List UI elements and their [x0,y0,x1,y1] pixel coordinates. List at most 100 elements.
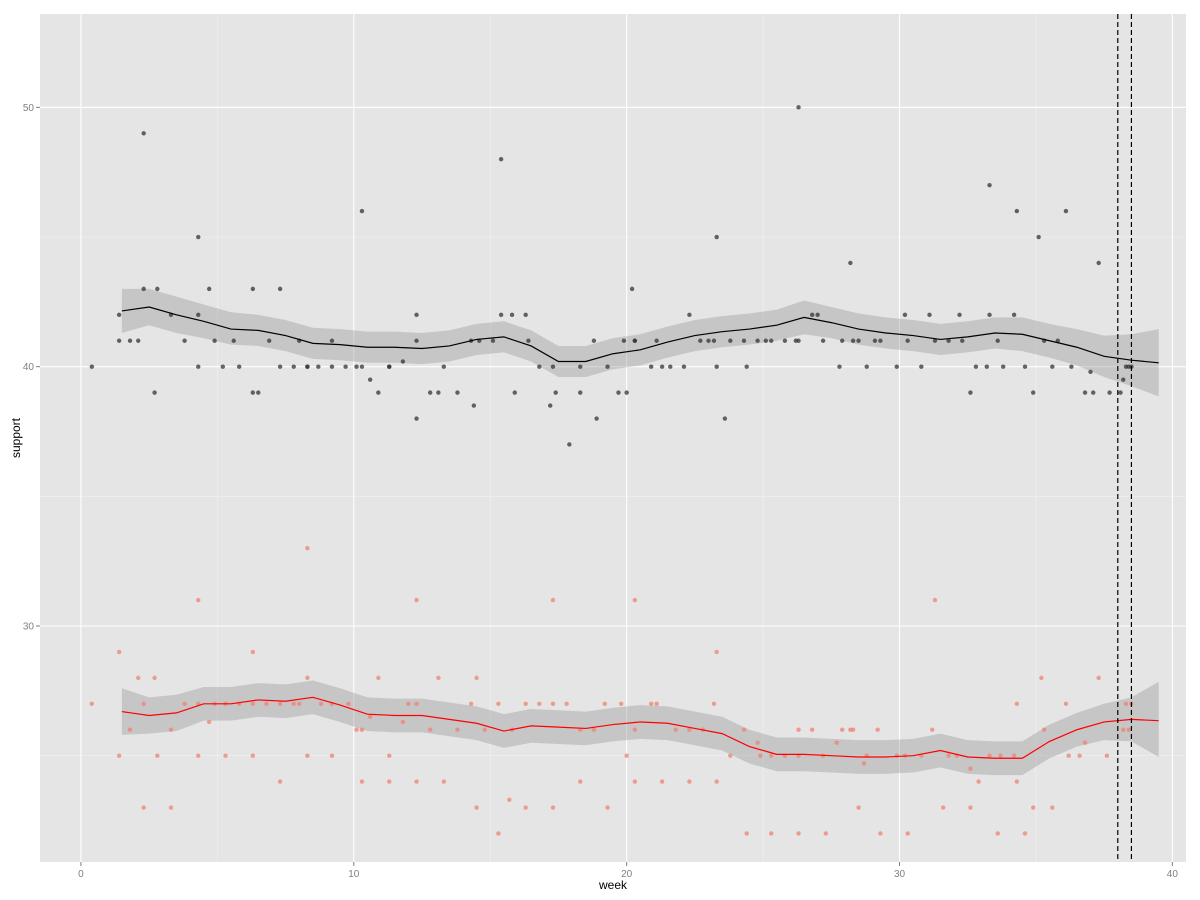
data-point-2 [673,727,678,732]
data-point-1 [1107,390,1112,395]
data-point-1 [744,364,749,369]
data-point-1 [329,338,335,343]
data-point-1 [872,338,878,343]
data-point-1 [182,338,187,343]
data-point-1 [957,312,962,318]
data-point-2 [523,701,528,707]
data-point-2 [359,727,365,732]
data-point-2 [507,797,512,802]
data-point-2 [654,701,659,707]
data-point-2 [946,753,951,758]
plot-panel [40,14,1186,862]
data-point-1 [267,338,272,343]
data-point-2 [468,701,474,707]
data-point-2 [968,766,973,771]
data-point-1 [927,312,932,318]
data-point-2 [152,675,157,681]
data-point-1 [594,416,599,421]
data-point-2 [714,649,719,655]
data-point-2 [305,546,310,551]
data-point-2 [1014,779,1020,784]
data-point-2 [250,701,256,707]
data-point-2 [796,831,801,836]
data-point-2 [406,701,411,707]
data-point-2 [840,727,845,732]
data-point-1 [509,312,515,318]
data-point-1 [196,234,201,240]
data-point-2 [875,727,880,732]
data-point-1 [960,338,965,343]
confidence-ribbons [121,288,1159,776]
data-point-1 [136,338,141,343]
data-point-2 [550,597,556,603]
data-point-1 [1082,390,1088,395]
data-point-1 [741,338,747,343]
data-point-2 [834,740,839,745]
data-point-2 [624,753,629,758]
data-point-1 [512,390,517,395]
data-point-1 [354,364,359,369]
data-point-2 [436,675,441,681]
data-point-2 [346,701,351,707]
data-point-2 [823,831,829,836]
data-point-1 [809,312,815,318]
data-point-2 [182,701,187,707]
data-point-2 [758,753,763,758]
data-point-1 [932,338,938,343]
data-point-1 [1096,260,1101,266]
smooth-line-1 [121,306,1159,364]
data-point-2 [329,753,335,758]
data-point-2 [1039,675,1044,681]
data-point-2 [1077,753,1082,758]
y-axis: 30 40 50 [23,103,40,633]
data-point-1 [231,338,236,343]
data-point-1 [1036,234,1041,240]
data-point-1 [1050,364,1055,369]
data-point-1 [256,390,261,395]
data-point-2 [714,779,719,784]
data-point-2 [861,761,867,766]
data-point-2 [441,779,447,784]
data-point-2 [809,727,815,732]
data-point-1 [902,312,908,318]
data-point-2 [196,597,201,603]
data-point-2 [318,701,324,707]
data-point-1 [796,338,801,343]
data-point-2 [264,701,269,707]
data-point-2 [1082,740,1088,745]
data-point-1 [755,338,760,343]
data-point-1 [1063,208,1069,214]
data-point-2 [136,675,141,681]
data-point-1 [1011,312,1017,318]
data-point-2 [850,727,856,732]
data-point-2 [1063,701,1069,707]
data-point-2 [632,597,638,603]
y-tick-label: 50 [23,103,35,114]
data-point-1 [815,312,820,318]
data-point-1 [89,364,95,369]
data-point-2 [291,701,296,707]
data-point-1 [782,338,788,343]
data-point-2 [474,805,479,810]
data-point-2 [769,753,774,758]
data-point-2 [755,740,760,745]
data-point-2 [550,805,556,810]
confidence-band-1 [121,288,1159,397]
data-point-2 [414,701,419,707]
data-point-1 [250,390,256,395]
data-point-1 [414,338,419,343]
data-point-1 [919,364,924,369]
data-point-1 [968,390,973,395]
data-point-1 [864,364,869,369]
data-point-1 [632,338,638,343]
data-point-2 [1066,753,1071,758]
data-point-2 [878,831,883,836]
data-point-2 [537,701,542,707]
data-point-2 [1121,727,1126,732]
data-point-1 [567,442,572,447]
data-point-1 [668,364,673,369]
data-point-1 [1091,390,1096,395]
y-tick-label: 40 [23,362,35,373]
x-tick-label: 40 [1167,869,1179,880]
data-point-2 [1050,805,1055,810]
